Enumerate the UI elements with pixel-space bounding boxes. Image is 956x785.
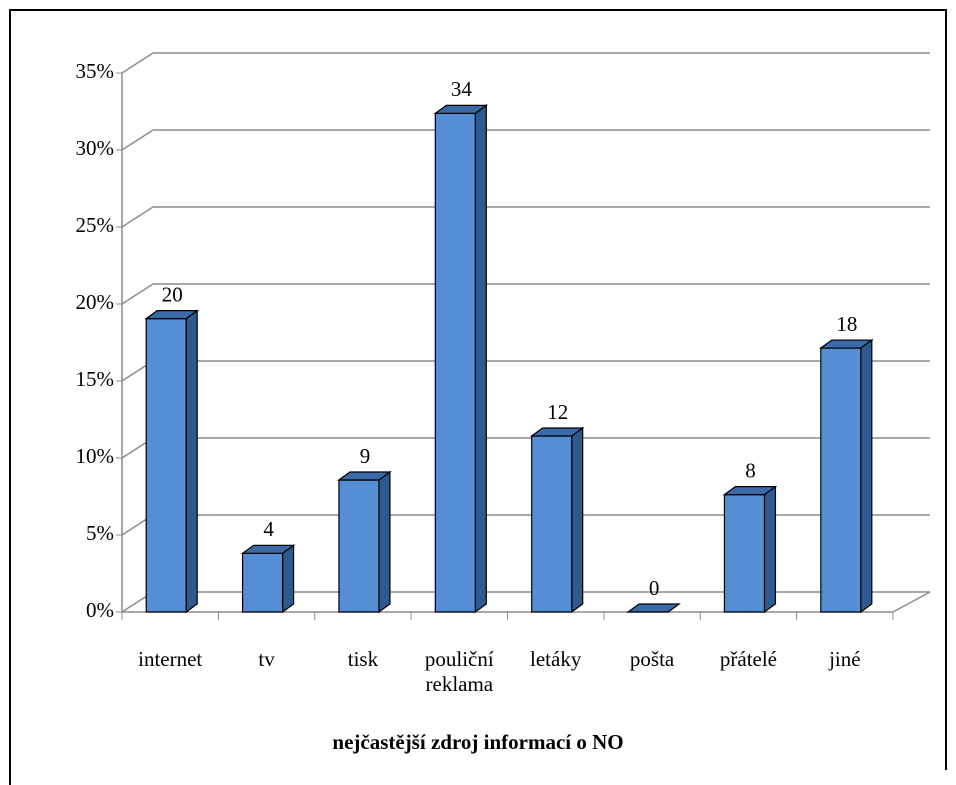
bar-side (185, 309, 198, 614)
bar-top (240, 544, 296, 554)
bar-front (723, 494, 766, 613)
y-tick-label: 15% (76, 367, 115, 391)
bar (144, 309, 200, 614)
bar-front (820, 347, 862, 613)
x-tick-label: pouliční reklama (424, 647, 494, 696)
bar-top (818, 339, 874, 349)
y-tick-label: 25% (76, 213, 115, 237)
grid-line (121, 52, 930, 74)
grid-line (121, 206, 930, 228)
frame (9, 9, 947, 785)
bar-side (474, 104, 487, 614)
bar-side (571, 426, 584, 614)
bar-top (722, 486, 778, 496)
bar-side (281, 544, 295, 614)
grid-line (121, 360, 930, 382)
y-tick-label: 20% (76, 290, 115, 314)
x-tick-label: pošta (629, 647, 675, 671)
grid-line (121, 437, 930, 459)
bar-side (860, 338, 873, 614)
data-label: 4 (263, 517, 274, 541)
bar-front (531, 435, 573, 613)
data-label: 8 (745, 458, 756, 482)
data-label: 18 (836, 312, 857, 336)
y-tick-label: 5% (86, 521, 114, 545)
bar-top (626, 603, 681, 613)
x-tick-label: tv (258, 647, 275, 671)
bar (240, 544, 296, 614)
grid-line (121, 283, 930, 305)
bar-front (434, 112, 476, 613)
bar-front (145, 318, 187, 613)
y-tick-label: 30% (76, 136, 115, 160)
bar (818, 338, 874, 614)
y-tick-label: 10% (76, 444, 115, 468)
bar-top (144, 310, 200, 320)
bar-front (338, 479, 380, 613)
bar-front (241, 552, 284, 613)
bar (433, 104, 489, 614)
bar-top (529, 427, 585, 437)
bar (722, 485, 778, 614)
bar-top (433, 104, 489, 114)
x-tick-label: přátelé (719, 647, 777, 671)
bar-side (378, 470, 391, 614)
bar-side (763, 485, 777, 614)
floor-right (892, 591, 931, 613)
y-tick-label: 0% (86, 598, 114, 622)
x-tick-label: tisk (347, 647, 379, 671)
grid-line (121, 514, 930, 536)
bar (529, 426, 585, 614)
x-tick-label: internet (138, 647, 203, 671)
data-label: 20 (162, 282, 183, 306)
bar-top (337, 471, 392, 481)
y-tick-label: 35% (76, 59, 115, 83)
x-tick-label: jiné (829, 647, 861, 671)
x-axis-title: nejčastější zdroj informací o NO (332, 730, 624, 754)
data-label: 34 (451, 77, 473, 101)
grid-line (121, 129, 930, 151)
bar (337, 470, 392, 614)
x-tick-label: letáky (530, 647, 582, 671)
bar (626, 603, 681, 613)
data-label: 9 (360, 444, 371, 468)
data-label: 12 (547, 400, 568, 424)
data-label: 0 (649, 576, 660, 600)
